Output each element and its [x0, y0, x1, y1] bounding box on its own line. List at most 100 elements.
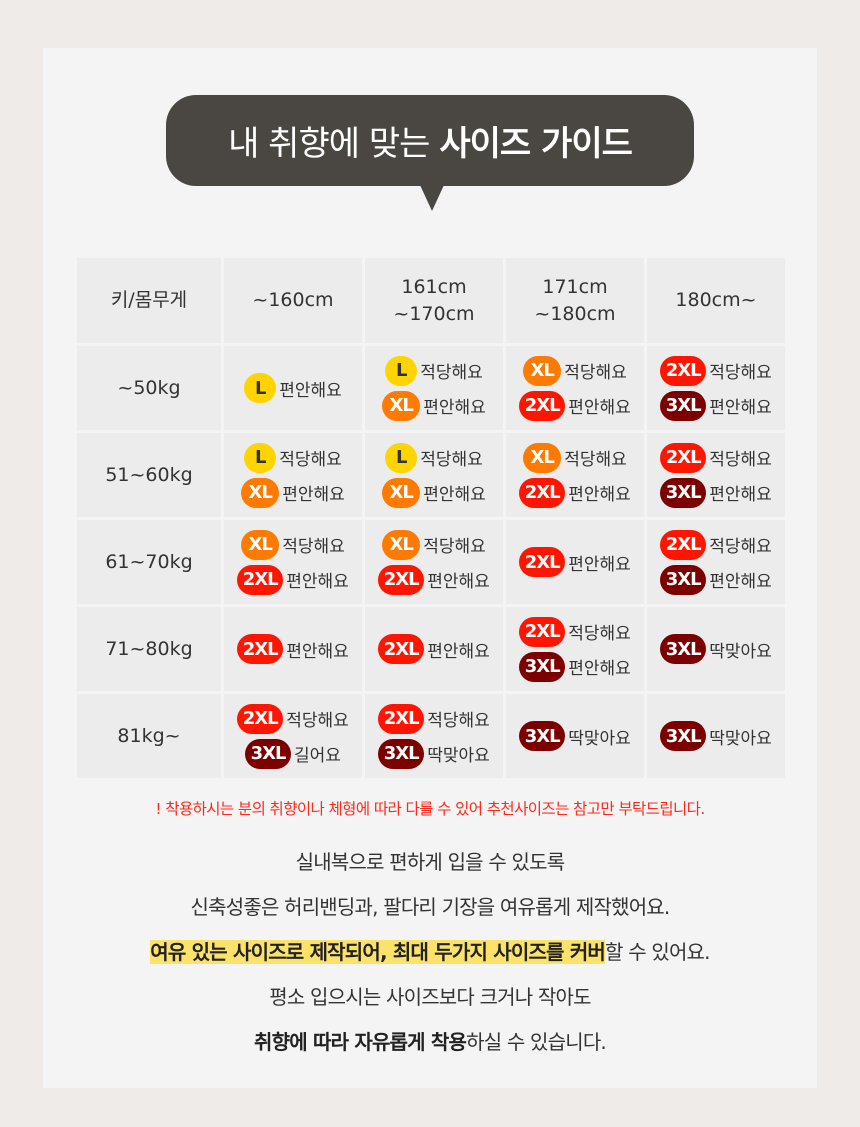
size-cell: L 적당해요 XL 편안해요	[365, 346, 503, 430]
size-entry: L 적당해요	[365, 355, 503, 386]
size-badge: XL	[382, 529, 421, 560]
size-cell: 2XL 적당해요 3XL 편안해요	[647, 520, 785, 604]
fit-label: 편안해요	[709, 572, 772, 592]
size-cell: 2XL 적당해요 3XL 편안해요	[647, 433, 785, 517]
size-badge: L	[244, 373, 277, 403]
size-badge: L	[244, 442, 277, 473]
size-badge: 3XL	[660, 390, 707, 421]
fit-label: 적당해요	[282, 537, 345, 557]
size-cell: 2XL 적당해요 3XL 딱맞아요	[365, 694, 503, 778]
description-segment: 여유 있는 사이즈로 제작되어, 최대 두가지 사이즈를 커버	[150, 940, 606, 964]
size-badge: XL	[241, 529, 280, 560]
size-entry: 3XL 딱맞아요	[506, 721, 644, 751]
fit-label: 편안해요	[568, 554, 631, 575]
fit-label: 딱맞아요	[709, 641, 772, 662]
size-cell: L 적당해요 XL 편안해요	[365, 433, 503, 517]
size-note: ! 착용하시는 분의 취향이나 체형에 따라 다를 수 있어 추천사이즈는 참고…	[155, 800, 705, 818]
size-cell: 3XL 딱맞아요	[647, 694, 785, 778]
header-row: 키/몸무게 ~160cm 161cm ~170cm 171cm ~180cm 180cm~	[77, 258, 785, 343]
fit-label: 적당해요	[286, 711, 349, 731]
fit-label: 적당해요	[564, 450, 627, 470]
size-badge: L	[385, 442, 418, 473]
size-cell: 2XL 편안해요	[506, 520, 644, 604]
fit-label: 딱맞아요	[709, 728, 772, 749]
size-entry: XL 적당해요	[506, 442, 644, 473]
size-entry: 2XL 편안해요	[365, 564, 503, 595]
description-line: 신축성좋은 허리밴딩과, 팔다리 기장을 여유롭게 제작했어요.	[43, 885, 817, 930]
fit-label: 길어요	[294, 746, 341, 766]
size-entry: 2XL 적당해요	[647, 529, 785, 560]
size-entry: 3XL 편안해요	[506, 651, 644, 682]
fit-label: 적당해요	[423, 537, 486, 557]
table-row: 61~70kg XL 적당해요 2XL 편안해요 XL 적당해요 2XL 편안해요 2XL 편안해요…	[77, 520, 785, 604]
weight-label: 51~60kg	[77, 433, 221, 517]
description-line: 평소 입으시는 사이즈보다 크거나 작아도	[43, 975, 817, 1020]
size-entry: 2XL 적당해요	[647, 442, 785, 473]
fit-label: 편안해요	[709, 398, 772, 418]
bubble-tail	[420, 185, 444, 211]
description-segment: 실내복으로 편하게 입을 수 있도록	[295, 850, 565, 874]
size-badge: 2XL	[519, 616, 566, 647]
size-entry: L 적당해요	[365, 442, 503, 473]
size-entry: 2XL 적당해요	[647, 355, 785, 386]
size-cell: 2XL 적당해요 3XL 길어요	[224, 694, 362, 778]
fit-label: 편안해요	[282, 485, 345, 505]
title-bold: 사이즈 가이드	[439, 124, 633, 164]
size-entry: 2XL 편안해요	[365, 634, 503, 664]
fit-label: 적당해요	[420, 363, 483, 383]
size-badge: 2XL	[660, 355, 707, 386]
height-label: ~180cm	[534, 302, 616, 325]
size-entry: XL 편안해요	[224, 477, 362, 508]
size-badge: 2XL	[519, 477, 566, 508]
size-badge: 3XL	[519, 721, 566, 751]
size-entry: 3XL 편안해요	[647, 477, 785, 508]
size-badge: 2XL	[378, 634, 425, 664]
size-entry: 2XL 적당해요	[506, 616, 644, 647]
size-entry: XL 적당해요	[365, 529, 503, 560]
fit-label: 편안해요	[279, 380, 342, 401]
height-label: ~170cm	[393, 302, 475, 325]
fit-label: 적당해요	[568, 624, 631, 644]
weight-label: 61~70kg	[77, 520, 221, 604]
size-cell: 3XL 딱맞아요	[506, 694, 644, 778]
size-badge: 2XL	[519, 390, 566, 421]
size-cell: L 편안해요	[224, 346, 362, 430]
size-cell: 2XL 적당해요 3XL 편안해요	[647, 346, 785, 430]
size-badge: 3XL	[660, 564, 707, 595]
height-header: ~160cm	[224, 258, 362, 343]
size-table: 키/몸무게 ~160cm 161cm ~170cm 171cm ~180cm 180cm~…	[74, 255, 788, 781]
size-entry: 3XL 딱맞아요	[647, 634, 785, 664]
table-row: 81kg~ 2XL 적당해요 3XL 길어요 2XL 적당해요 3XL 딱맞아요 3XL 딱맞아요 3…	[77, 694, 785, 778]
size-entry: 2XL 편안해요	[506, 547, 644, 577]
weight-label: 71~80kg	[77, 607, 221, 691]
size-cell: 2XL 편안해요	[224, 607, 362, 691]
size-cell: 2XL 적당해요 3XL 편안해요	[506, 607, 644, 691]
fit-label: 편안해요	[286, 641, 349, 662]
size-badge: XL	[523, 442, 562, 473]
size-badge: XL	[523, 355, 562, 386]
fit-label: 딱맞아요	[427, 746, 490, 766]
size-entry: 2XL 편안해요	[506, 477, 644, 508]
size-cell: 3XL 딱맞아요	[647, 607, 785, 691]
description-segment: 신축성좋은 허리밴딩과, 팔다리 기장을 여유롭게 제작했어요.	[190, 895, 671, 919]
size-entry: 2XL 적당해요	[365, 703, 503, 734]
fit-label: 편안해요	[427, 572, 490, 592]
title-bubble: 내 취향에 맞는 사이즈 가이드	[166, 95, 694, 186]
weight-label: 81kg~	[77, 694, 221, 778]
size-badge: 2XL	[519, 547, 566, 577]
size-badge: 2XL	[660, 529, 707, 560]
fit-label: 적당해요	[427, 711, 490, 731]
size-cell: 2XL 편안해요	[365, 607, 503, 691]
description-segment: 취향에 따라 자유롭게 착용	[254, 1030, 467, 1054]
size-entry: 3XL 편안해요	[647, 390, 785, 421]
size-badge: 2XL	[378, 564, 425, 595]
size-entry: XL 적당해요	[506, 355, 644, 386]
size-cell: XL 적당해요 2XL 편안해요	[224, 520, 362, 604]
fit-label: 적당해요	[279, 450, 342, 470]
size-badge: 2XL	[237, 703, 284, 734]
size-entry: 3XL 편안해요	[647, 564, 785, 595]
size-badge: 3XL	[660, 477, 707, 508]
size-badge: 3XL	[660, 634, 707, 664]
height-label: 180cm~	[675, 289, 757, 311]
